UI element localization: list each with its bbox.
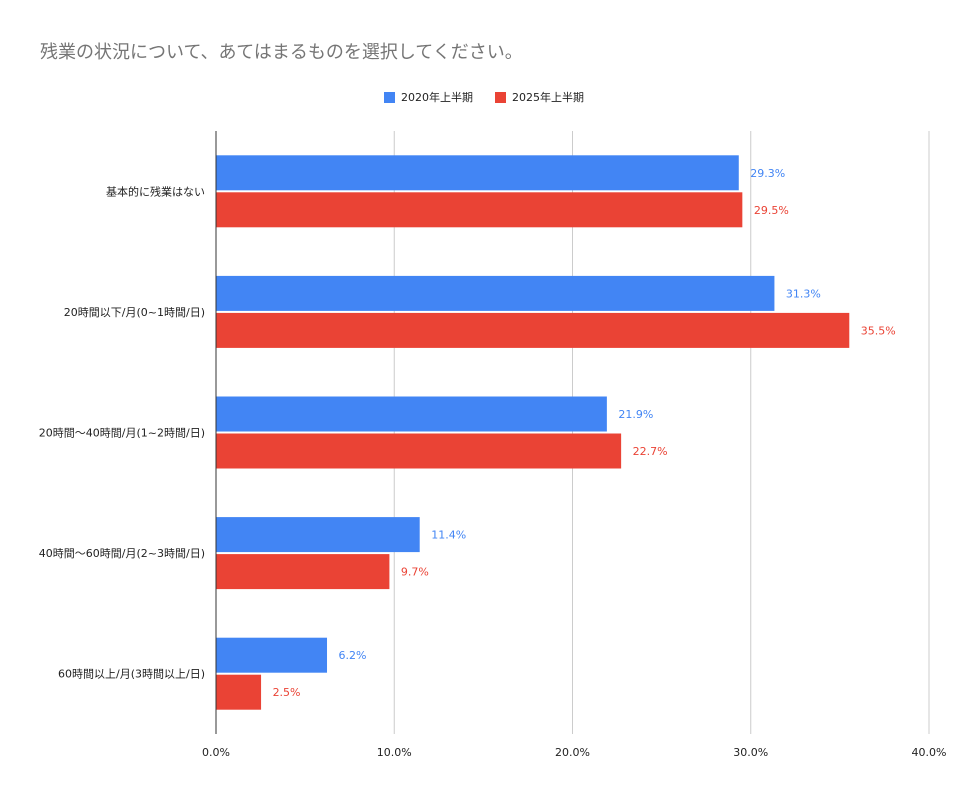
data-label: 9.7% [401, 566, 429, 579]
bar [216, 396, 607, 432]
bar [216, 554, 390, 590]
x-tick-label: 10.0% [377, 746, 412, 759]
legend-swatch-2025 [495, 91, 506, 103]
bar [216, 275, 775, 311]
x-tick-label: 20.0% [555, 746, 590, 759]
bar [216, 674, 262, 710]
category-label: 40時間〜60時間/月(2~3時間/日) [39, 547, 205, 560]
bar [216, 155, 739, 191]
category-label: 60時間以上/月(3時間以上/日) [58, 668, 205, 681]
bar [216, 637, 328, 673]
category-label: 基本的に残業はない [106, 184, 205, 198]
bar [216, 192, 743, 228]
legend-item-2025[interactable]: 2025年上半期 [495, 89, 584, 105]
data-label: 31.3% [786, 287, 821, 300]
category-label: 20時間以下/月(0~1時間/日) [64, 306, 205, 319]
x-tick-label: 0.0% [202, 746, 230, 759]
data-label: 35.5% [861, 324, 896, 337]
bar [216, 517, 420, 553]
data-label: 29.3% [750, 167, 785, 180]
x-tick-label: 30.0% [733, 746, 768, 759]
data-label: 6.2% [339, 649, 367, 662]
bar [216, 433, 622, 469]
data-label: 29.5% [754, 204, 789, 217]
chart-title: 残業の状況について、あてはまるものを選択してください。 [40, 42, 523, 63]
legend-label-2025: 2025年上半期 [512, 91, 584, 104]
legend: 2020年上半期 2025年上半期 [0, 89, 968, 105]
x-tick-label: 40.0% [912, 746, 947, 759]
legend-swatch-2020 [384, 91, 395, 103]
category-label: 20時間〜40時間/月(1~2時間/日) [39, 427, 205, 440]
bar [216, 312, 850, 348]
legend-item-2020[interactable]: 2020年上半期 [384, 89, 473, 105]
data-label: 11.4% [431, 529, 466, 542]
legend-label-2020: 2020年上半期 [401, 91, 473, 104]
data-label: 21.9% [618, 408, 653, 421]
data-label: 22.7% [633, 445, 668, 458]
data-label: 2.5% [273, 686, 301, 699]
